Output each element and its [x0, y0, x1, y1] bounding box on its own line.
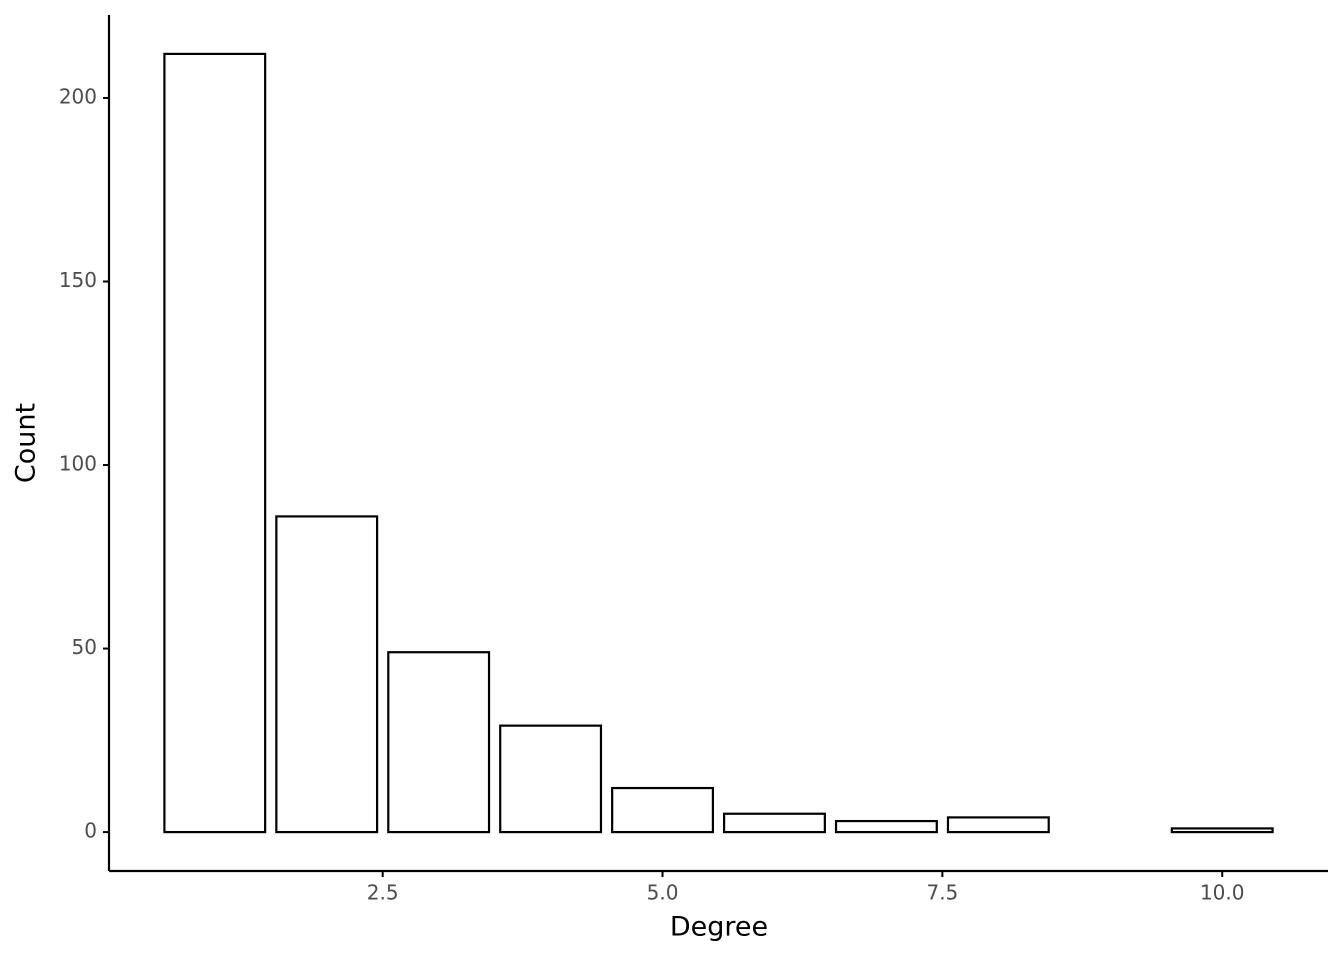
bar [163, 52, 267, 834]
x-tick-label: 10.0 [1200, 881, 1245, 905]
y-axis-title: Count [11, 403, 42, 483]
y-tick-label: 100 [59, 452, 97, 476]
y-tick-label: 150 [59, 268, 97, 292]
x-axis-title: Degree [670, 912, 768, 943]
y-tick-label: 200 [59, 84, 97, 108]
x-tick-label: 7.5 [926, 881, 958, 905]
bar [275, 515, 379, 834]
bar [499, 724, 603, 834]
y-tick-label: 0 [84, 819, 97, 843]
x-tick-label: 5.0 [647, 881, 679, 905]
bar [722, 812, 826, 834]
bar [1170, 827, 1274, 834]
bar [834, 819, 938, 834]
x-tick-label: 2.5 [367, 881, 399, 905]
bar [946, 816, 1050, 834]
y-tick-label: 50 [72, 635, 97, 659]
bar [611, 786, 715, 834]
bar [387, 651, 491, 834]
